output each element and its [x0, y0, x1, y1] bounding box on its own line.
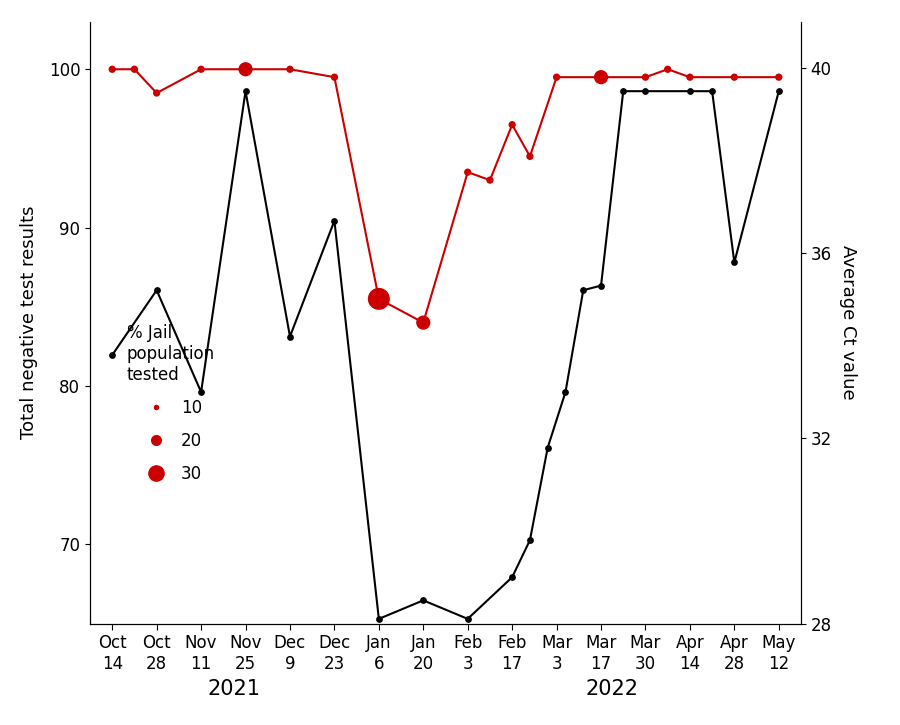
Point — [705, 86, 719, 97]
Point — [683, 71, 698, 83]
Point — [541, 442, 555, 453]
Point — [505, 571, 519, 583]
Point — [523, 534, 537, 546]
Y-axis label: Total negative test results: Total negative test results — [20, 206, 38, 439]
Legend: 10, 20, 30: 10, 20, 30 — [127, 324, 215, 483]
Point — [127, 64, 141, 75]
Text: 2021: 2021 — [208, 679, 261, 699]
Point — [505, 119, 519, 130]
Point — [594, 71, 608, 83]
Text: 2022: 2022 — [586, 679, 639, 699]
Point — [283, 331, 297, 342]
Point — [194, 386, 208, 398]
Y-axis label: Average Ct value: Average Ct value — [839, 245, 857, 400]
Point — [523, 151, 537, 162]
Point — [558, 386, 572, 398]
Point — [771, 71, 786, 83]
Point — [638, 71, 652, 83]
Point — [638, 86, 652, 97]
Point — [372, 293, 386, 304]
Point — [416, 594, 430, 606]
Point — [727, 257, 742, 268]
Point — [328, 71, 342, 83]
Point — [661, 64, 675, 75]
Point — [416, 317, 430, 328]
Point — [149, 87, 164, 99]
Point — [461, 167, 475, 178]
Point — [328, 215, 342, 227]
Point — [105, 64, 120, 75]
Point — [283, 64, 297, 75]
Point — [105, 349, 120, 361]
Point — [683, 86, 698, 97]
Point — [594, 280, 608, 291]
Point — [461, 613, 475, 625]
Point — [238, 64, 253, 75]
Point — [482, 174, 497, 186]
Point — [149, 284, 164, 296]
Point — [549, 71, 563, 83]
Point — [727, 71, 742, 83]
Point — [372, 613, 386, 625]
Point — [576, 284, 590, 296]
Point — [771, 86, 786, 97]
Point — [616, 86, 630, 97]
Point — [194, 64, 208, 75]
Point — [238, 86, 253, 97]
